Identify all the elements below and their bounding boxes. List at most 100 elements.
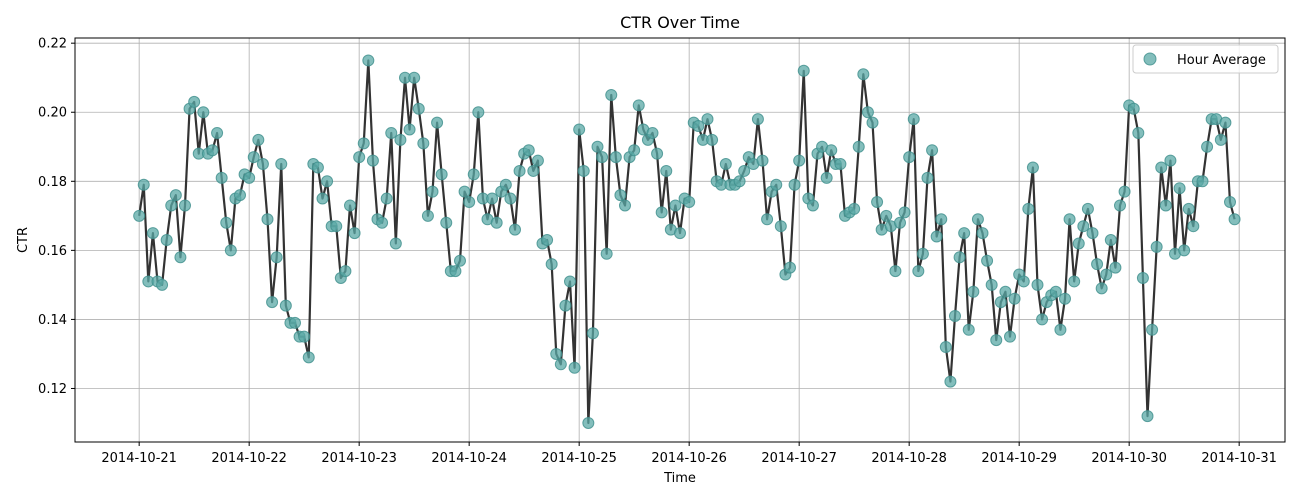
- data-point: [1196, 175, 1209, 188]
- data-point: [224, 244, 237, 257]
- data-point: [866, 116, 879, 129]
- data-point: [1109, 261, 1122, 274]
- data-point: [252, 133, 265, 146]
- x-tick-label: 2014-10-24: [431, 451, 507, 466]
- data-point: [1159, 199, 1172, 212]
- x-tick-label: 2014-10-21: [101, 451, 177, 466]
- data-point: [504, 192, 517, 205]
- data-point: [412, 102, 425, 115]
- data-point: [440, 216, 453, 229]
- data-point: [655, 206, 668, 219]
- data-point: [976, 227, 989, 240]
- data-point: [215, 171, 228, 184]
- data-point: [362, 54, 375, 67]
- data-point: [1036, 313, 1049, 326]
- y-axis-label: CTR: [16, 227, 31, 253]
- data-point: [298, 330, 311, 343]
- x-tick-label: 2014-10-31: [1201, 451, 1277, 466]
- y-tick-label: 0.14: [38, 313, 67, 328]
- data-point: [586, 327, 599, 340]
- data-point: [944, 375, 957, 388]
- data-point: [348, 227, 361, 240]
- data-point: [971, 213, 984, 226]
- data-point: [1182, 202, 1195, 215]
- data-point: [939, 341, 952, 354]
- data-point: [513, 164, 526, 177]
- data-point: [541, 234, 554, 246]
- data-point: [848, 202, 861, 215]
- data-point: [490, 216, 503, 229]
- y-tick-label: 0.12: [38, 382, 67, 397]
- data-point: [1164, 154, 1177, 167]
- data-point: [916, 247, 929, 260]
- data-point: [376, 216, 389, 229]
- data-point: [531, 154, 544, 167]
- data-point: [165, 199, 178, 212]
- legend-box: [1132, 44, 1279, 74]
- data-point: [1072, 237, 1085, 250]
- x-tick-label: 2014-10-29: [981, 451, 1057, 466]
- data-point: [426, 185, 439, 198]
- data-point: [339, 265, 352, 278]
- data-point: [797, 64, 810, 77]
- data-point: [234, 189, 246, 202]
- data-point: [197, 106, 210, 119]
- data-point: [582, 417, 595, 430]
- data-point: [509, 223, 521, 236]
- data-point: [247, 151, 260, 164]
- y-axis: 0.12 0.14 0.16 0.18 0.20 0.22: [38, 37, 75, 397]
- data-point: [421, 209, 434, 222]
- y-tick-label: 0.20: [38, 106, 67, 121]
- data-point: [1141, 410, 1154, 423]
- data-point: [160, 234, 173, 246]
- data-point: [137, 178, 150, 191]
- series-layer: [133, 54, 1241, 430]
- y-tick-label: 0.18: [38, 175, 67, 190]
- data-point: [270, 251, 283, 264]
- data-point: [999, 285, 1012, 298]
- data-point: [935, 213, 948, 226]
- data-point: [559, 299, 572, 312]
- data-point: [756, 154, 769, 167]
- data-point: [898, 206, 911, 219]
- data-point: [289, 316, 301, 329]
- data-point: [930, 230, 943, 243]
- data-point: [330, 220, 343, 233]
- data-point: [385, 126, 398, 139]
- data-point: [793, 154, 806, 167]
- data-point: [1224, 196, 1236, 209]
- data-point: [1095, 282, 1108, 295]
- data-point: [784, 261, 796, 274]
- data-point: [454, 254, 466, 267]
- x-tick-label: 2014-10-30: [1091, 451, 1167, 466]
- x-tick-label: 2014-10-27: [761, 451, 837, 466]
- data-point: [1187, 220, 1200, 233]
- x-axis-label: Time: [663, 471, 696, 486]
- data-point: [852, 140, 865, 153]
- data-point: [1150, 240, 1163, 253]
- data-point: [564, 275, 576, 288]
- data-point: [651, 147, 664, 160]
- data-point: [463, 196, 476, 209]
- x-axis: 2014-10-21 2014-10-22 2014-10-23 2014-10-24…: [101, 442, 1277, 466]
- data-point: [206, 144, 219, 157]
- data-point: [408, 71, 421, 84]
- data-point: [133, 209, 146, 222]
- data-point: [522, 144, 535, 157]
- data-point: [431, 116, 444, 129]
- data-point: [353, 151, 366, 164]
- data-point: [857, 68, 870, 81]
- data-point: [660, 164, 673, 177]
- data-point: [256, 158, 269, 171]
- data-point: [311, 161, 324, 174]
- data-point: [614, 189, 627, 202]
- data-point: [880, 209, 893, 222]
- data-point: [1127, 102, 1140, 115]
- data-point: [1077, 220, 1090, 233]
- data-point: [179, 199, 191, 212]
- data-point: [1201, 140, 1214, 153]
- data-point: [577, 164, 590, 177]
- data-point: [609, 151, 622, 164]
- data-point: [967, 285, 980, 298]
